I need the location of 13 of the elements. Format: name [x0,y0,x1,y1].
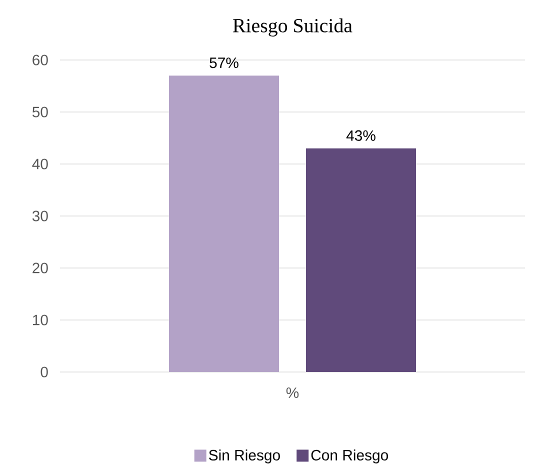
y-tick-label: 0 [40,366,48,378]
data-label: 57% [210,58,238,68]
y-tick-label: 20 [32,262,48,274]
chart-title: Riesgo Suicida [233,18,352,36]
y-tick-label: 50 [32,106,48,118]
x-tick-label: % [286,388,299,398]
y-tick-label: 60 [32,54,48,66]
y-tick-label: 40 [32,158,48,170]
y-tick-label: 30 [32,210,48,222]
data-label: 43% [346,130,376,141]
legend-label: Con Riesgo [311,450,388,464]
y-tick-label: 10 [33,314,48,326]
legend-label: Sin Riesgo [209,450,280,464]
